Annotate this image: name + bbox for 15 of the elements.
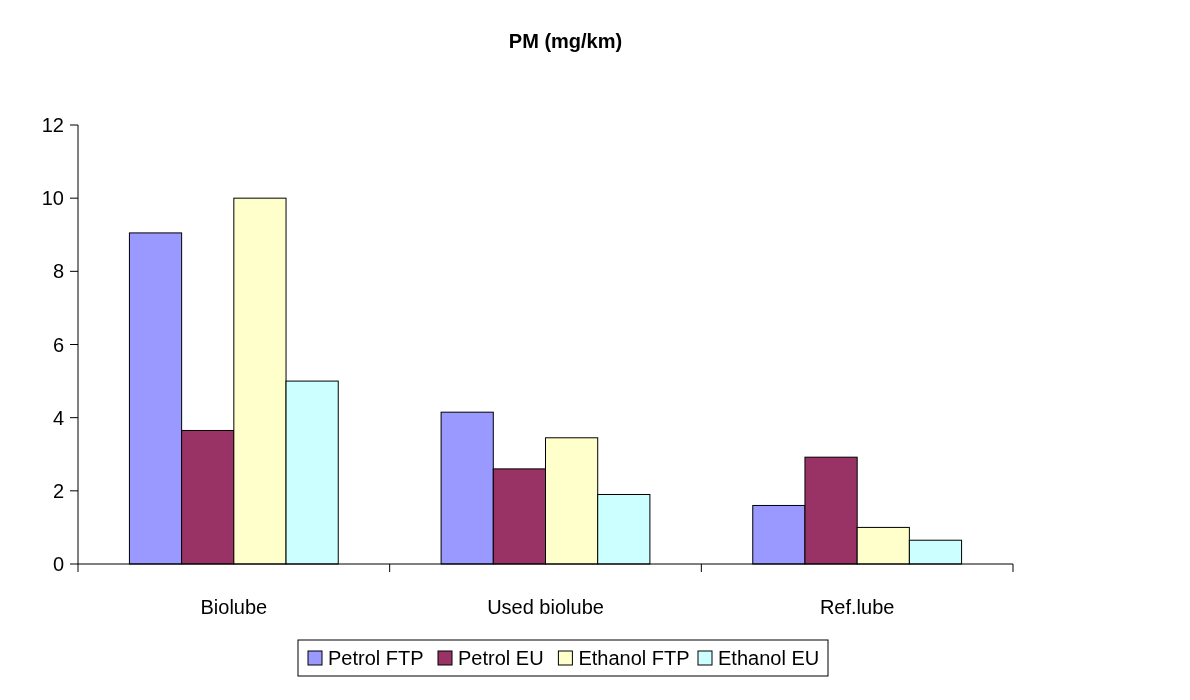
- y-tick-label: 2: [52, 479, 64, 502]
- y-tick-label: 12: [41, 114, 64, 136]
- legend-label: Petrol EU: [458, 647, 544, 669]
- chart-title: PM (mg/km): [508, 30, 623, 52]
- y-tick-label: 0: [52, 553, 64, 575]
- x-tick-label: Biolube: [200, 596, 268, 618]
- y-tick-label: 8: [52, 260, 64, 283]
- x-tick-label: Ref.lube: [819, 596, 895, 618]
- y-tick-label: 6: [52, 333, 64, 356]
- legend-label: Ethanol EU: [718, 647, 820, 669]
- y-tick-label: 4: [52, 406, 64, 429]
- x-tick-label: Used biolube: [487, 596, 604, 618]
- y-tick-label: 10: [41, 187, 64, 210]
- legend-label: Petrol FTP: [328, 647, 424, 669]
- legend-label: Ethanol FTP: [578, 647, 690, 669]
